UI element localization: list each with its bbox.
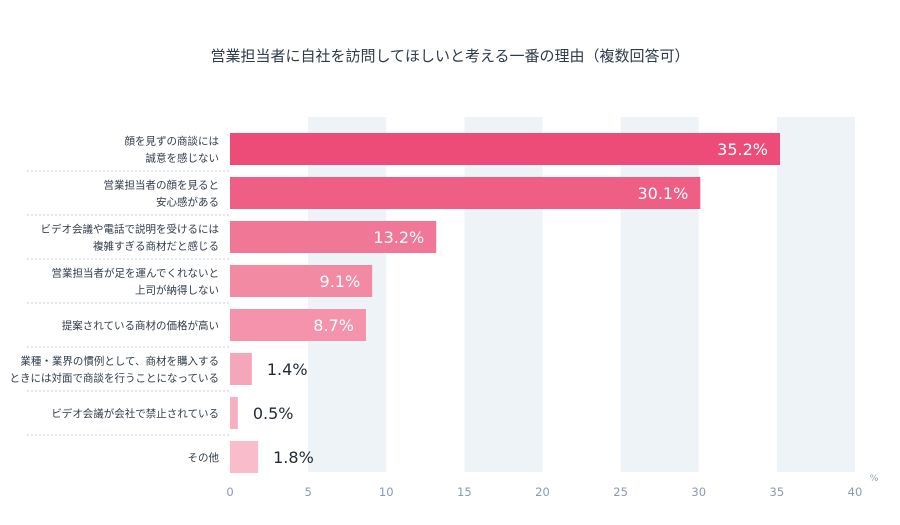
bar [230,221,437,253]
grid-band [464,117,543,472]
x-tick-label: 35 [770,485,785,499]
x-tick-label: 30 [691,485,706,499]
bar [230,309,366,341]
category-label: 顔を見ずの商談には誠意を感じない [125,135,220,165]
bar [230,397,238,429]
category-label: ビデオ会議が会社で禁止されている [51,407,219,420]
category-label: その他 [188,451,220,464]
value-label: 30.1% [637,184,688,203]
value-label: 35.2% [717,140,768,159]
category-label: 提案されている商材の価格が高い [62,319,219,332]
x-axis-unit: % [870,474,879,484]
category-label: ビデオ会議や電話で説明を受けるには複雑すぎる商材だと感じる [41,223,220,253]
grid-band [776,117,855,472]
value-label: 1.8% [273,448,314,467]
category-labels: 顔を見ずの商談には誠意を感じない営業担当者の顔を見ると安心感があるビデオ会議や電… [10,135,220,465]
chart-title: 営業担当者に自社を訪問してほしいと考える一番の理由（複数回答可） [210,47,689,65]
x-tick-label: 20 [535,485,550,499]
x-tick-label: 10 [379,485,394,499]
value-labels: 35.2% 30.1% 13.2% 9.1% 8.7% 1.4% 0.5% 1.8% [253,140,768,467]
category-label: 営業担当者が足を運んでくれないと上司が納得しない [52,267,219,297]
category-label: 営業担当者の顔を見ると安心感がある [104,179,220,209]
bar [230,265,373,297]
bar [230,441,259,473]
category-label: 業種・業界の慣例として、商材を購入するときには対面で商談を行うことになっている [10,355,219,385]
bar [230,133,780,165]
value-label: 13.2% [373,228,424,247]
row-separators [27,170,230,436]
x-axis-ticks: 0 5 10 15 20 25 30 35 40 [226,485,862,499]
x-tick-label: 0 [226,485,233,499]
value-label: 1.4% [267,360,308,379]
grid-band [620,117,699,472]
x-tick-label: 5 [304,485,311,499]
x-tick-label: 25 [613,485,628,499]
value-label: 0.5% [253,404,294,423]
value-label: 8.7% [313,316,354,335]
bars [230,133,780,473]
x-tick-label: 15 [457,485,472,499]
grid-bands [308,117,855,472]
bar [230,353,252,385]
value-label: 9.1% [320,272,361,291]
x-tick-label: 40 [848,485,863,499]
bar [230,177,701,209]
